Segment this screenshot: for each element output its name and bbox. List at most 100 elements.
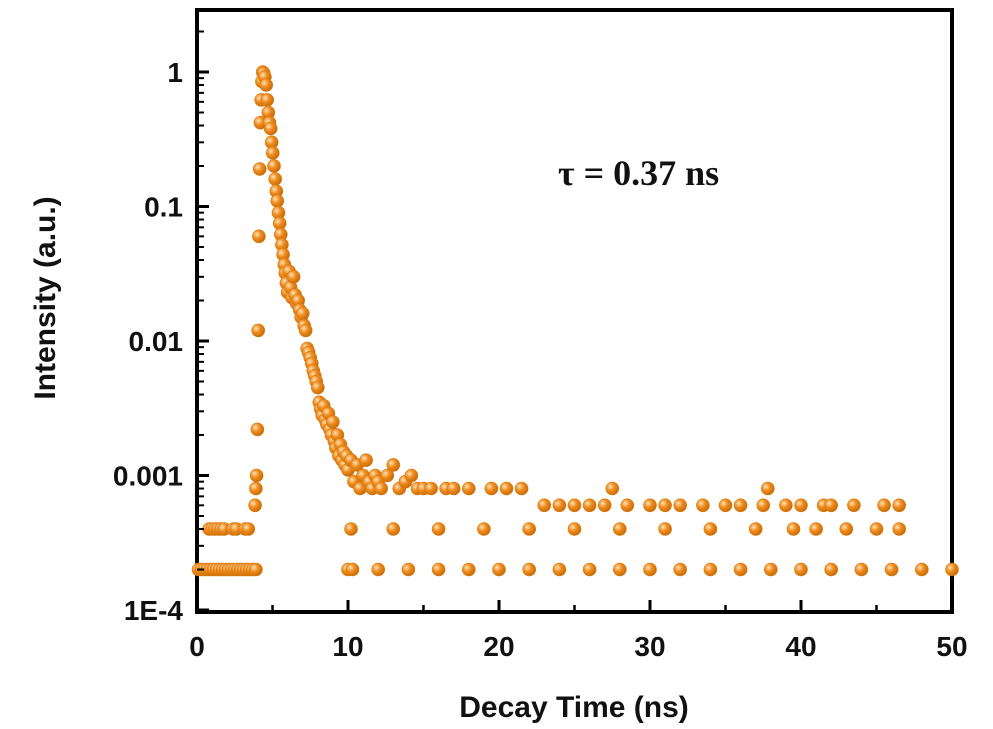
data-point-180 [763,562,778,577]
x-tick-label-5: 50 [936,631,967,662]
data-point-33 [250,422,265,437]
data-point-51 [268,172,283,186]
x-tick-label-0: 0 [189,631,205,662]
data-point-36 [252,162,267,176]
data-point-66 [286,269,301,284]
data-point-49 [265,146,280,160]
data-point-50 [267,159,281,173]
data-point-130 [537,498,552,513]
data-point-170 [461,562,476,577]
data-point-82 [310,380,325,395]
data-point-47 [263,121,278,136]
data-point-147 [847,498,861,513]
data-point-29 [241,522,256,536]
lifetime-annotation: τ = 0.37 ns [558,153,719,193]
y-tick-label-1: 0.001 [113,461,183,492]
data-point-153 [477,522,491,536]
data-point-72 [295,306,310,321]
data-point-175 [612,562,627,577]
data-point-154 [522,522,537,536]
data-point-152 [431,522,446,536]
y-tick-label-0: 1E-4 [124,595,184,626]
data-point-74 [298,323,313,338]
data-point-127 [514,481,529,496]
data-point-179 [733,562,748,577]
data-point-131 [552,498,567,513]
y-axis-title: Intensity (a.u.) [29,196,62,399]
data-point-135 [620,498,635,513]
data-point-151 [386,522,401,536]
data-point-121 [424,481,438,496]
data-point-157 [658,522,672,536]
data-point-177 [673,562,688,577]
data-point-172 [522,562,537,577]
plot-frame [195,8,954,614]
data-point-129 [760,481,775,496]
data-point-108 [359,453,373,468]
data-point-168 [401,562,416,577]
data-point-156 [612,522,627,536]
data-point-138 [673,498,688,513]
data-point-32 [249,468,264,483]
data-point-182 [824,562,839,577]
data-point-118 [404,468,419,483]
data-point-43 [259,78,274,92]
data-point-141 [733,498,748,513]
data-point-125 [484,481,499,496]
data-point-171 [492,562,506,577]
data-point-155 [567,522,582,536]
data-point-30 [248,498,262,513]
data-point-167 [371,562,386,577]
data-point-123 [446,481,461,496]
data-point-143 [779,498,793,513]
data-point-136 [643,498,657,513]
data-point-173 [552,562,567,577]
data-point-163 [869,522,884,536]
data-point-128 [605,481,620,496]
data-point-133 [582,498,597,513]
data-point-148 [877,498,891,513]
data-point-146 [824,498,839,513]
data-point-150 [344,522,358,536]
data-point-164 [892,522,907,536]
data-point-34 [251,323,266,338]
data-point-158 [703,522,718,536]
data-point-176 [643,562,657,577]
data-point-53 [270,194,285,208]
data-point-115 [386,458,401,472]
data-point-140 [718,498,733,513]
data-point-114 [380,468,395,483]
data-point-185 [914,562,929,577]
x-tick-label-3: 30 [634,631,665,662]
data-point-162 [839,522,854,536]
data-point-159 [748,522,763,536]
axis-ticks: 0 10 20 30 40 50 1E-4 0.001 0.01 0.1 1 [113,30,968,662]
data-point-178 [703,562,718,577]
data-point-183 [854,562,869,577]
data-point-184 [884,562,899,577]
data-point-181 [794,562,808,577]
x-tick-label-1: 10 [332,631,363,662]
data-point-169 [431,562,446,577]
data-point-142 [756,498,771,513]
data-point-35 [252,229,266,244]
data-point-174 [582,562,597,577]
data-point-134 [597,498,612,513]
data-point-139 [696,498,710,513]
x-axis-title: Decay Time (ns) [459,691,689,724]
y-tick-label-2: 0.01 [129,326,184,357]
x-tick-label-4: 40 [785,631,816,662]
x-tick-label-2: 20 [483,631,514,662]
data-point-137 [658,498,672,513]
data-point-31 [249,481,263,496]
data-point-92 [326,415,340,429]
data-point-126 [499,481,514,496]
data-point-132 [567,498,582,513]
data-point-44 [260,93,275,107]
data-point-113 [374,481,389,496]
data-point-160 [786,522,801,536]
data-point-161 [809,522,823,536]
data-points [191,65,959,577]
y-tick-label-3: 0.1 [144,192,183,223]
data-point-144 [794,498,808,513]
